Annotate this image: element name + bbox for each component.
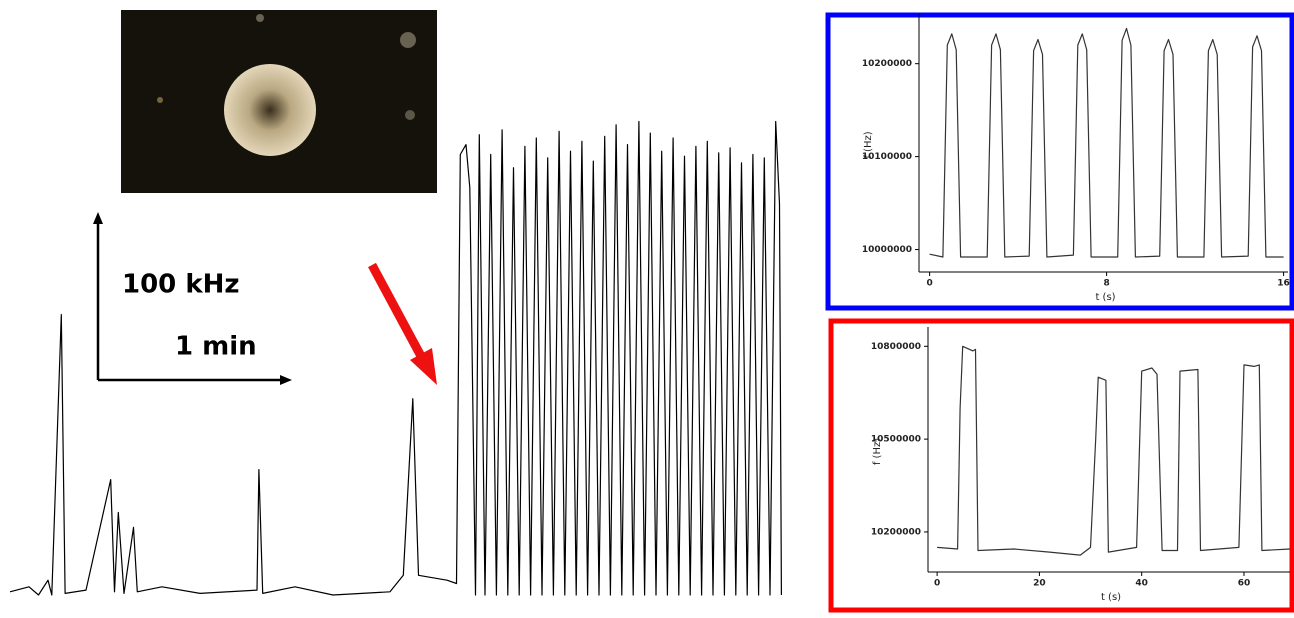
inset-frame [825, 12, 1294, 311]
y-scale-label: 100 kHz [122, 270, 240, 300]
red-arrow [368, 262, 437, 385]
trace [9, 120, 782, 596]
y-axis-label: f (Hz) [863, 131, 874, 158]
trace [929, 27, 1284, 258]
x-tick-label: 8 [1103, 279, 1109, 289]
x-axis-label: t (s) [1095, 292, 1115, 303]
x-axis-label: t (s) [1101, 592, 1121, 603]
y-tick-label: 10200000 [871, 527, 921, 537]
x-tick-label: 60 [1238, 579, 1251, 589]
scale-bars: 100 kHz 1 min [93, 212, 292, 385]
x-tick-label: 40 [1135, 579, 1148, 589]
y-tick-label: 10000000 [862, 245, 912, 255]
y-tick-label: 10500000 [871, 435, 921, 445]
y-tick-label: 10800000 [871, 342, 921, 352]
y-tick-label: 10100000 [862, 152, 912, 162]
x-tick-label: 0 [934, 579, 940, 589]
inset-frame [828, 318, 1294, 613]
x-tick-label: 20 [1033, 579, 1046, 589]
y-tick-label: 10200000 [862, 59, 912, 69]
trace [937, 345, 1291, 556]
y-axis-label: f (Hz) [872, 438, 883, 465]
x-tick-label: 0 [927, 279, 933, 289]
cell-photo [121, 10, 437, 193]
x-tick-label: 16 [1277, 279, 1290, 289]
x-scale-label: 1 min [175, 332, 257, 362]
